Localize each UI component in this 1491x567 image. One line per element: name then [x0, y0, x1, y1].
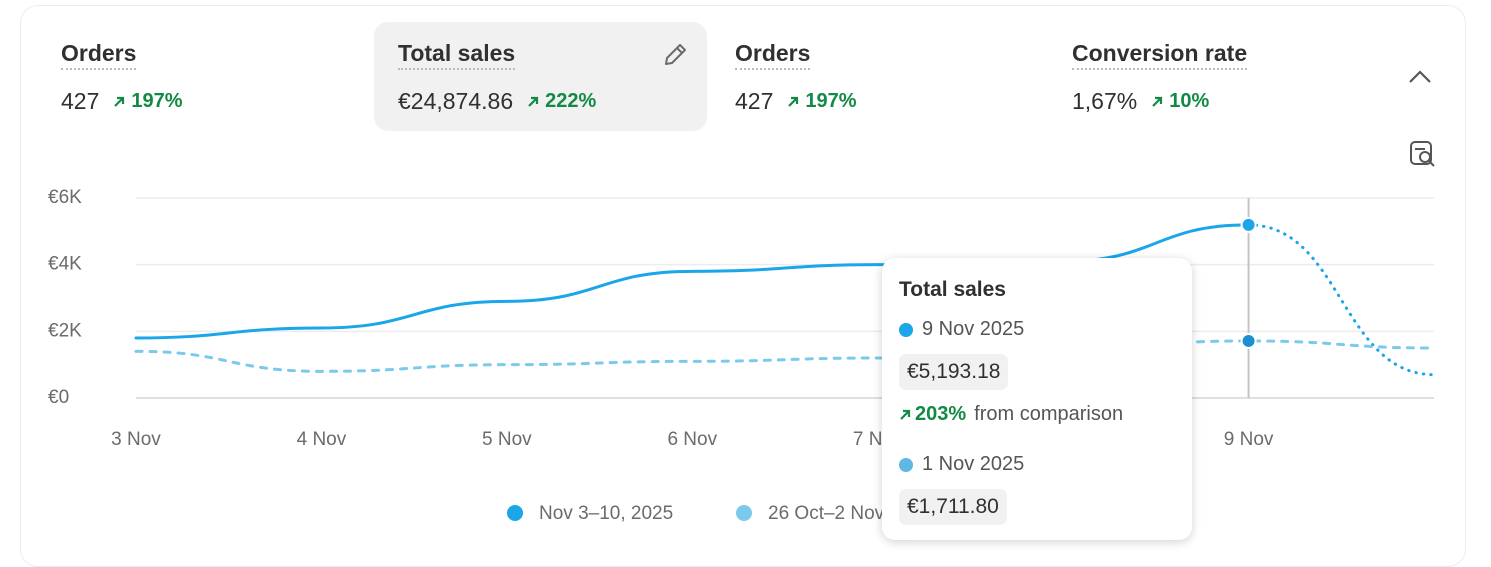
metric-card[interactable]: Orders 427 197% — [37, 22, 370, 131]
series-dot — [899, 457, 913, 472]
metric-card[interactable]: Conversion rate 1,67% 10% — [1048, 22, 1381, 131]
metric-label: Orders — [735, 40, 811, 70]
x-tick-label: 3 Nov — [111, 429, 161, 450]
x-tick-label: 4 Nov — [297, 429, 347, 450]
metric-label: Total sales — [398, 40, 516, 70]
metric-card[interactable]: Total sales €24,874.86 222% — [374, 22, 707, 131]
y-tick-label: €2K — [48, 320, 82, 341]
tooltip: Total sales 9 Nov 2025 €5,193.18 203% fro… — [882, 258, 1192, 540]
metric-change-text: 222% — [545, 90, 597, 112]
metric-card[interactable]: Orders 427 197% — [711, 22, 1044, 131]
metric-value: 427 — [735, 88, 774, 114]
page: Orders 427 197% Total sales €24,874.86 2… — [20, 5, 1466, 567]
metric-change: 197% — [113, 90, 183, 113]
y-tick-label: €6K — [48, 187, 82, 208]
series-line — [134, 339, 1436, 373]
tooltip-change: 203% from comparison — [899, 403, 1123, 426]
collapse-chevron[interactable] — [1409, 70, 1431, 83]
metric-change-text: 10% — [1169, 90, 1210, 112]
legend-label: Nov 3–10, 2025 — [539, 503, 673, 524]
metric-change: 10% — [1151, 90, 1209, 113]
y-tick-label: €4K — [48, 254, 82, 275]
x-tick-label: 6 Nov — [667, 429, 717, 450]
up-arrow — [114, 96, 125, 107]
hover-point — [1240, 216, 1257, 233]
tooltip-date: 9 Nov 2025 — [899, 318, 1024, 341]
metric-value: 1,67% — [1072, 88, 1138, 114]
metric-label: Orders — [61, 40, 137, 70]
metric-change: 197% — [787, 90, 857, 113]
tooltip-change-value: 203% — [915, 403, 967, 425]
series-dot — [899, 322, 913, 337]
metric-value: 427 — [61, 88, 100, 114]
analytics-card — [20, 5, 1466, 567]
tooltip-value: €1,711.80 — [899, 489, 1007, 525]
tooltip-date-text: 1 Nov 2025 — [922, 453, 1025, 475]
legend-marker — [507, 505, 523, 521]
up-arrow — [900, 409, 911, 420]
tooltip-value: €5,193.18 — [899, 354, 1009, 390]
up-arrow — [528, 96, 539, 107]
metric-value: €24,874.86 — [398, 88, 514, 114]
tooltip-change-text: from comparison — [974, 403, 1124, 425]
tooltip-date: 1 Nov 2025 — [899, 453, 1024, 476]
up-arrow — [1152, 96, 1163, 107]
metric-change-text: 197% — [805, 90, 857, 112]
edit-icon[interactable] — [661, 41, 689, 69]
x-tick-label: 9 Nov — [1224, 429, 1274, 450]
chart-options-icon[interactable] — [1410, 141, 1435, 167]
series-line — [1247, 223, 1436, 377]
metric-label: Conversion rate — [1072, 40, 1248, 70]
x-tick-label: 5 Nov — [482, 429, 532, 450]
metric-change: 222% — [527, 90, 596, 113]
metric-change-text: 197% — [131, 90, 183, 112]
tooltip-title: Total sales — [899, 278, 1006, 301]
up-arrow — [788, 96, 799, 107]
tooltip-date-text: 9 Nov 2025 — [922, 318, 1025, 340]
y-tick-label: €0 — [48, 387, 69, 408]
legend-marker — [736, 505, 752, 521]
hover-point — [1240, 332, 1257, 349]
